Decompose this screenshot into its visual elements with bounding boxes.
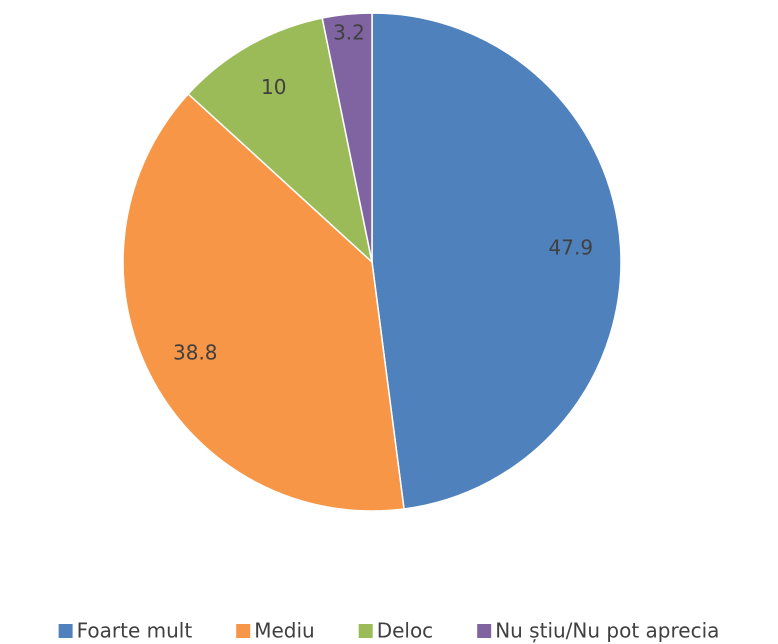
pie-slice xyxy=(371,12,622,510)
legend-swatch xyxy=(236,624,251,638)
data-label: 10 xyxy=(261,75,286,99)
legend-label: Nu știu/Nu pot aprecia xyxy=(495,619,719,643)
data-label: 38.8 xyxy=(173,340,218,364)
legend-swatch xyxy=(477,624,492,638)
pie-slice xyxy=(321,12,373,263)
legend-label: Deloc xyxy=(377,619,434,643)
data-label: 3.2 xyxy=(333,21,365,45)
legend-swatch xyxy=(58,624,73,638)
pie-slice xyxy=(187,17,374,265)
legend-label: Mediu xyxy=(254,619,315,643)
pie-slice xyxy=(122,92,405,512)
legend-swatch xyxy=(358,624,373,638)
data-label: 47.9 xyxy=(549,236,594,260)
legend-label: Foarte mult xyxy=(77,619,193,643)
